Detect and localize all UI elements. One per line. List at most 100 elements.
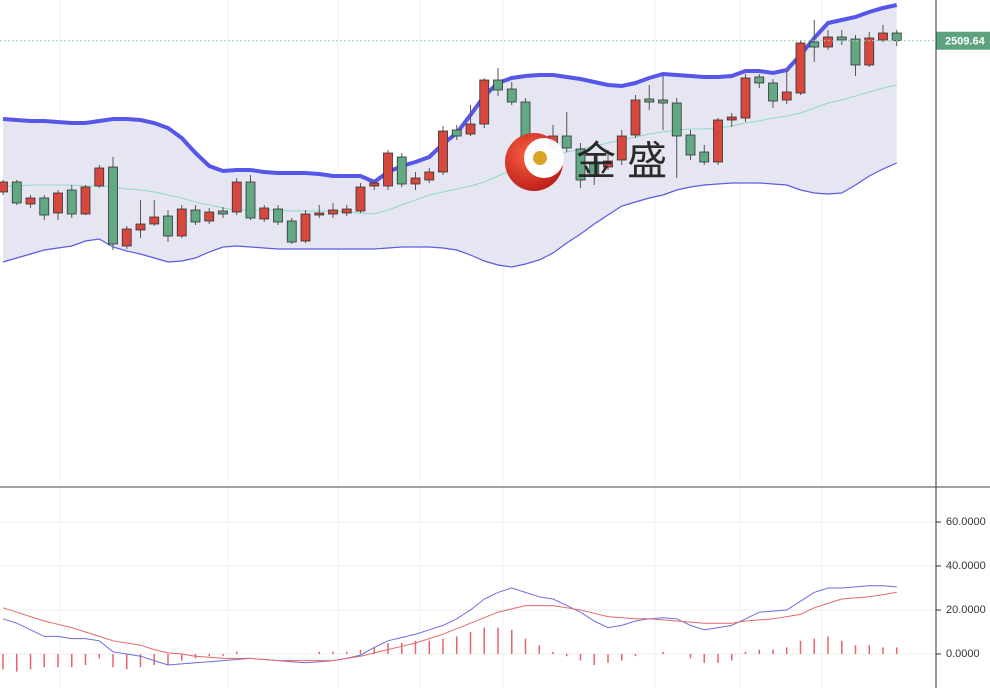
candle-body (369, 182, 380, 187)
y-tick-label: 40.0000 (946, 560, 986, 572)
macd-bar (2, 654, 4, 670)
macd-bar (786, 647, 788, 655)
candle-body (836, 36, 847, 41)
candle-body (410, 177, 421, 185)
macd-bar (703, 654, 705, 663)
macd-bar (758, 649, 760, 655)
candle-body (424, 171, 435, 181)
macd-bar (359, 649, 362, 655)
macd-line (2, 591, 897, 662)
candle-body (176, 208, 187, 237)
macd-bar (469, 632, 472, 655)
candle-body (438, 130, 448, 173)
macd-bar (428, 640, 430, 655)
candle-body (795, 42, 806, 94)
candle-body (273, 208, 283, 223)
candle-body (259, 207, 270, 220)
macd-bar (511, 629, 513, 655)
macd-bar (593, 654, 595, 666)
candle-body (190, 209, 201, 223)
macd-bar (139, 654, 142, 668)
band-line (2, 162, 897, 268)
macd-bar (483, 627, 485, 655)
last-price-label: 2509.64 (945, 36, 986, 48)
watermark-text: 金 盛 (576, 140, 667, 184)
macd-bar (634, 654, 637, 657)
candle-body (809, 41, 820, 48)
candle-body (699, 151, 710, 163)
candle-body (80, 186, 91, 215)
macd-bar (84, 654, 87, 666)
candle-body (66, 189, 77, 215)
macd-bar (772, 649, 774, 655)
macd-bar (813, 638, 815, 655)
candle-body (781, 91, 792, 101)
candle-body (314, 212, 325, 216)
candle-body (671, 102, 682, 137)
macd-line (2, 585, 897, 666)
macd-panel: 0.0000 20.0000 40.0000 60.0000 (0, 516, 986, 672)
macd-bar (799, 640, 802, 655)
candle-body (149, 216, 160, 225)
macd-bar (538, 645, 540, 655)
macd-bar (841, 640, 843, 655)
macd-bar (236, 651, 238, 655)
candle-body (121, 228, 132, 247)
candle-body (726, 116, 737, 121)
candle-body (218, 210, 228, 215)
macd-bar (401, 643, 403, 655)
candle-body (355, 186, 366, 212)
macd-bar (98, 654, 100, 659)
price-panel: 2509.64 (0, 3, 990, 268)
macd-bar (689, 654, 692, 659)
candle-body (451, 129, 462, 137)
candle-body (589, 162, 600, 177)
macd-bar (43, 654, 45, 668)
macd-bar (181, 654, 183, 661)
candle-body (245, 181, 256, 219)
macd-bar (126, 654, 128, 670)
candle-body (616, 135, 627, 161)
candle-body (11, 181, 22, 204)
candle-body (479, 79, 490, 125)
candle-body (465, 123, 476, 135)
macd-bar (16, 654, 18, 672)
candle-body (850, 38, 861, 66)
macd-bar (222, 654, 224, 657)
candle-body (630, 99, 641, 136)
candle-body (644, 98, 655, 103)
y-tick-label: 60.0000 (946, 516, 986, 528)
macd-bar (717, 654, 719, 663)
candle-body (713, 119, 723, 163)
macd-bar (662, 651, 664, 655)
candle-body (286, 220, 297, 243)
candle-body (231, 181, 242, 213)
macd-bar (346, 651, 348, 655)
macd-bar (153, 654, 155, 666)
candle-body (39, 197, 50, 216)
candle-body (53, 192, 63, 214)
macd-bar (579, 654, 582, 661)
candle-body (575, 148, 586, 181)
candle-body (658, 99, 668, 104)
candle-body (561, 135, 572, 149)
macd-bar (112, 654, 114, 668)
candle-body (328, 209, 338, 215)
candle-body (163, 215, 173, 237)
macd-bar (524, 638, 527, 655)
candle-body (493, 79, 503, 91)
candle-body (204, 211, 215, 222)
candle-body (108, 166, 118, 245)
candle-body (891, 32, 902, 42)
candle-body (768, 82, 778, 102)
macd-bar (167, 654, 169, 666)
watermark: 金 盛 (505, 133, 667, 191)
macd-bar (552, 651, 554, 655)
macd-bar (854, 645, 857, 655)
macd-bar (208, 654, 210, 657)
macd-bar (318, 651, 320, 655)
candle-body (300, 213, 311, 242)
y-tick-label: 0.0000 (946, 648, 980, 660)
candle-body (383, 152, 393, 187)
